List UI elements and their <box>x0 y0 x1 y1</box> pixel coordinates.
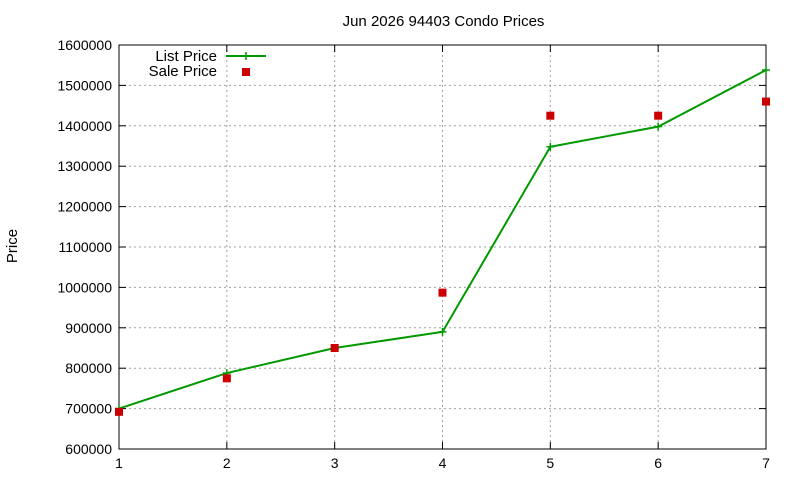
data-point-sale-price <box>762 97 770 106</box>
data-point-list-price <box>438 327 447 336</box>
series <box>115 66 770 416</box>
y-tick-label: 600000 <box>65 441 112 457</box>
data-point-sale-price <box>438 288 447 297</box>
y-tick-label: 1000000 <box>57 279 112 295</box>
chart-title: Jun 2026 94403 Condo Prices <box>343 13 545 30</box>
data-point-sale-price <box>222 374 231 383</box>
y-axis-label: Price <box>4 229 21 263</box>
legend-marker-list-price <box>242 52 250 60</box>
legend-marker-sale-price <box>242 68 250 76</box>
y-tick-label: 800000 <box>65 360 112 376</box>
data-point-list-price <box>654 122 663 131</box>
x-tick-label: 6 <box>654 455 662 471</box>
data-point-list-price <box>762 66 770 75</box>
legend-label-sale-price: Sale Price <box>149 63 217 80</box>
data-point-sale-price <box>546 111 555 120</box>
axis-ticks: 6000007000008000009000001000000110000012… <box>57 37 770 471</box>
y-tick-label: 900000 <box>65 320 112 336</box>
y-tick-label: 1200000 <box>57 199 112 215</box>
x-tick-label: 5 <box>546 455 554 471</box>
y-tick-label: 700000 <box>65 401 112 417</box>
y-tick-label: 1300000 <box>57 158 112 174</box>
x-tick-label: 2 <box>223 455 231 471</box>
x-tick-label: 4 <box>439 455 447 471</box>
data-point-list-price <box>546 142 555 151</box>
data-point-sale-price <box>330 344 339 352</box>
data-point-sale-price <box>654 111 663 120</box>
x-tick-label: 3 <box>331 455 339 471</box>
x-tick-label: 7 <box>762 455 770 471</box>
y-tick-label: 1600000 <box>57 37 112 53</box>
x-tick-label: 1 <box>115 455 123 471</box>
y-tick-label: 1100000 <box>59 239 113 255</box>
y-tick-label: 1400000 <box>57 118 112 134</box>
y-tick-label: 1500000 <box>57 77 112 93</box>
legend-label-list-price: List Price <box>155 48 217 65</box>
data-point-sale-price <box>115 407 123 416</box>
